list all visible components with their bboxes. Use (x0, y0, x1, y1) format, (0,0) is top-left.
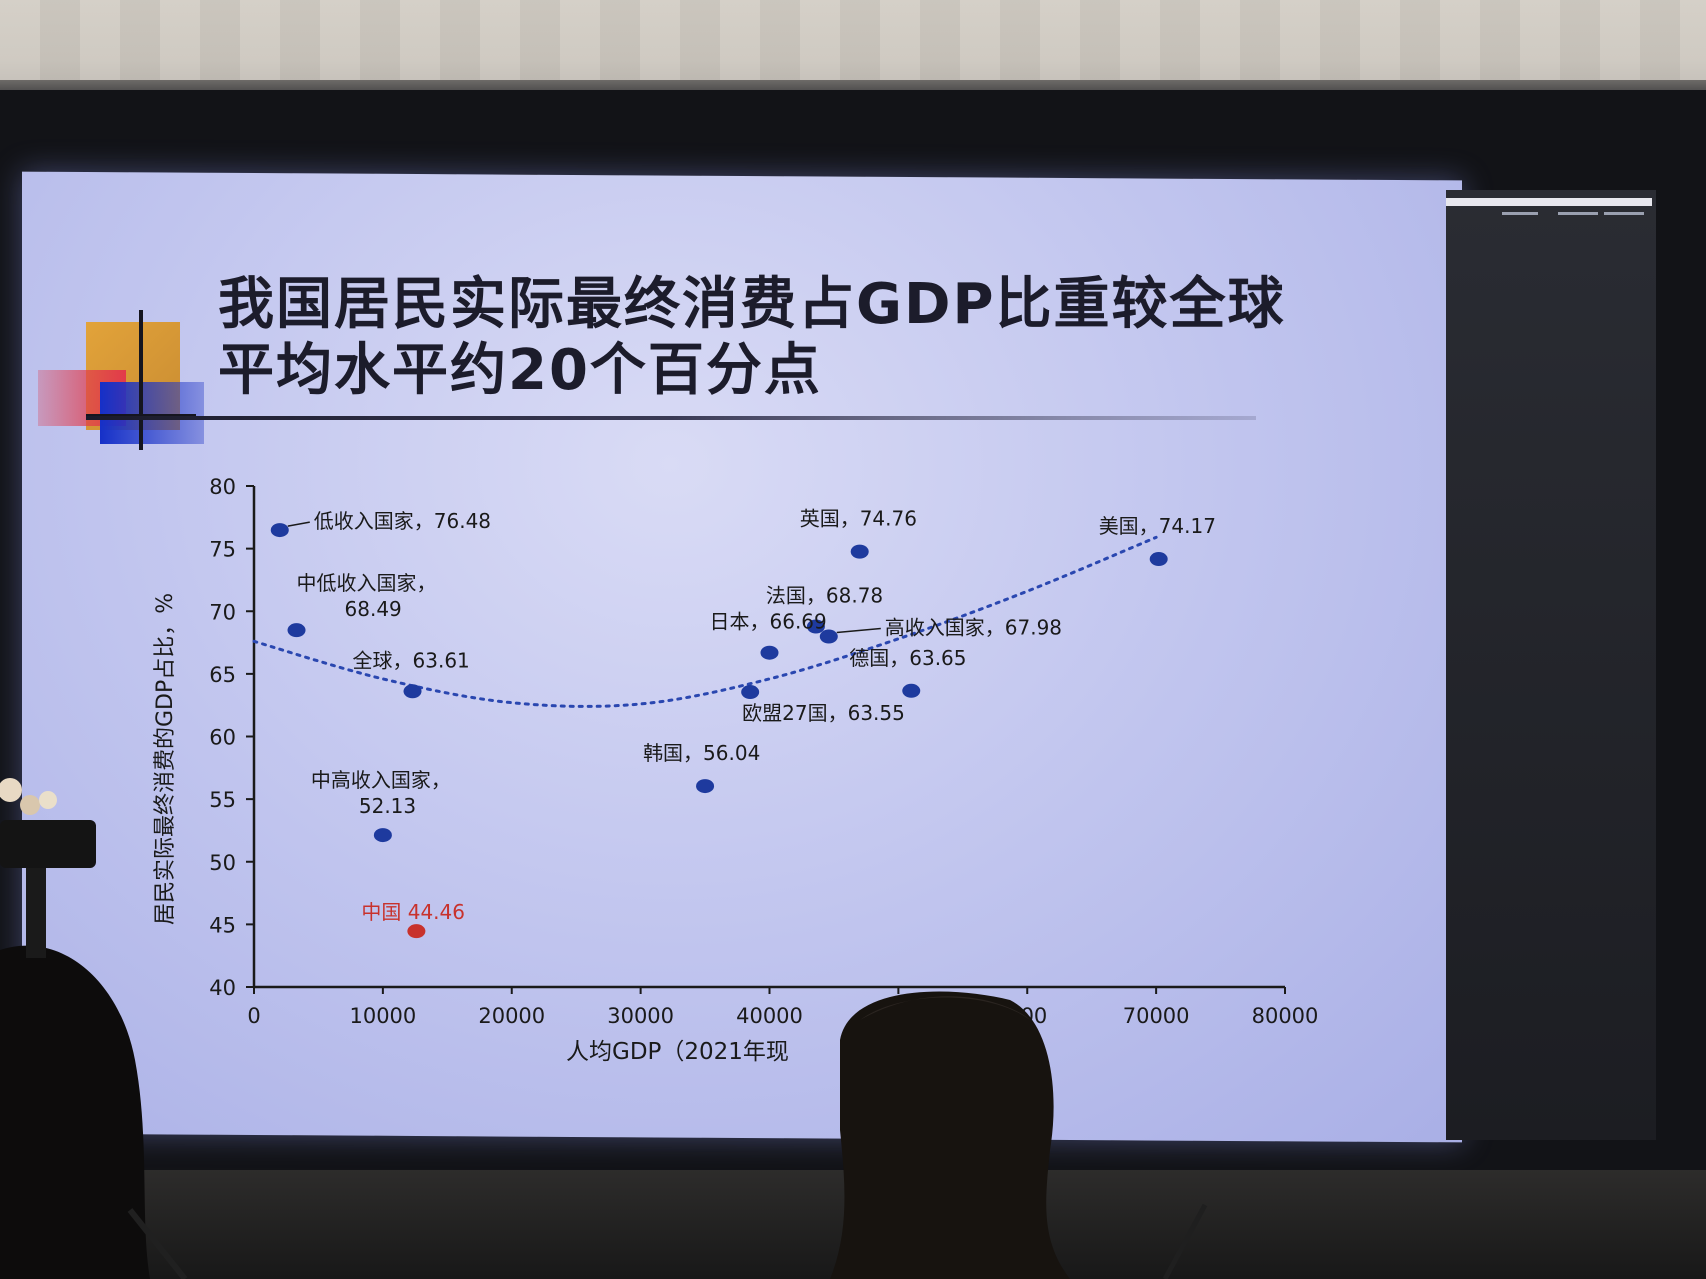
side-panel-line (1502, 212, 1538, 215)
podium (0, 820, 96, 868)
trendline-path (252, 535, 1158, 708)
data-point (819, 629, 838, 644)
deco-blue-square (100, 382, 204, 444)
microphone (127, 1208, 188, 1279)
y-tick-label: 75 (209, 538, 236, 562)
data-point (373, 828, 392, 843)
slide-title: 我国居民实际最终消费占GDP比重较全球 平均水平约20个百分点 (218, 272, 1398, 404)
y-tick-label: 40 (209, 976, 236, 1000)
y-axis-label: 居民实际最终消费的GDP占比，% (153, 593, 178, 925)
x-tick-label: 20000 (478, 1004, 545, 1028)
data-label: 低收入国家，76.48 (314, 509, 491, 533)
x-tick-label: 40000 (736, 1004, 803, 1028)
trendline (252, 535, 1158, 708)
data-label: 日本，66.69 (710, 610, 827, 634)
data-label: 英国，74.76 (800, 507, 917, 531)
data-point (850, 544, 869, 559)
chart-axes: 40 45 50 55 60 65 70 75 80 0 10000 20000 30000 40000 5… (153, 475, 1318, 1065)
data-point (287, 623, 306, 638)
deco-vertical-line (139, 310, 143, 450)
y-tick-label: 60 (209, 726, 236, 750)
microphone (1162, 1203, 1208, 1279)
y-tick-label: 45 (209, 913, 236, 937)
data-label: 中国 44.46 (361, 900, 465, 924)
leader-line (287, 521, 310, 527)
side-panel-bar (1446, 198, 1652, 206)
y-tick-label: 65 (209, 663, 236, 687)
slide-title-line1: 我国居民实际最终消费占GDP比重较全球 (218, 272, 1286, 337)
x-tick-label: 0 (247, 1004, 260, 1028)
data-label: 欧盟27国，63.55 (742, 701, 905, 725)
y-tick-label: 55 (209, 788, 236, 812)
data-label: 法国，68.78 (766, 584, 883, 608)
data-point (696, 779, 715, 794)
y-tick-label: 80 (209, 475, 236, 499)
x-tick-label: 70000 (1123, 1004, 1190, 1028)
side-panel-line (1604, 212, 1644, 215)
data-point (741, 685, 760, 700)
data-label: 德国，63.65 (849, 646, 966, 670)
audience-head-center (830, 991, 1070, 1279)
data-label-value: 52.13 (359, 794, 416, 818)
audience-head-left (0, 945, 150, 1279)
data-point (902, 683, 921, 698)
leader-line (836, 627, 881, 634)
data-point (403, 684, 422, 699)
data-point (760, 645, 779, 660)
title-underline (86, 416, 1256, 420)
y-tick-label: 50 (209, 851, 236, 875)
data-label-value: 68.49 (345, 597, 402, 621)
y-tick-label: 70 (209, 600, 236, 624)
slide-title-line2: 平均水平约20个百分点 (218, 338, 822, 403)
x-tick-label: 30000 (607, 1004, 674, 1028)
chart-points (270, 523, 1168, 939)
x-tick-label: 80000 (1252, 1004, 1319, 1028)
side-panel-line (1558, 212, 1598, 215)
data-label: 中低收入国家， (297, 571, 437, 595)
data-label: 全球，63.61 (353, 648, 470, 672)
data-label: 中高收入国家， (311, 768, 451, 792)
data-point (407, 924, 426, 939)
x-tick-label: 10000 (349, 1004, 416, 1028)
data-point (806, 619, 825, 634)
data-point (1149, 552, 1168, 567)
data-label: 美国，74.17 (1099, 514, 1216, 538)
data-label: 韩国，56.04 (643, 741, 760, 765)
data-point (270, 523, 289, 538)
side-panel (1446, 190, 1656, 1140)
x-axis-label: 人均GDP（2021年现 (566, 1039, 789, 1065)
ceiling (0, 0, 1706, 80)
chart-labels: 低收入国家，76.48 中低收入国家，68.49 全球，63.61 中高收入国家，52… (287, 507, 1216, 924)
flower-decoration (0, 778, 22, 802)
data-label: 高收入国家，67.98 (885, 616, 1062, 640)
